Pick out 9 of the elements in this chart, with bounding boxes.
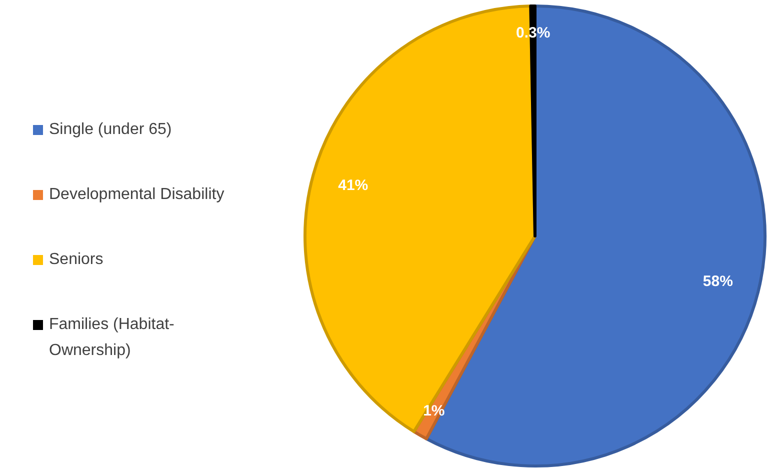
pie-slice [424,4,766,468]
data-label: 58% [702,272,733,290]
data-label: 0.3% [516,24,550,42]
data-label: 1% [423,402,445,420]
data-label: 41% [338,177,368,194]
legend-label: Seniors [49,251,104,268]
legend-label: Families (Habitat-Ownership) [49,316,174,360]
legend-label: Single (under 65) [49,121,172,138]
legend-label: Developmental Disability [49,186,224,204]
